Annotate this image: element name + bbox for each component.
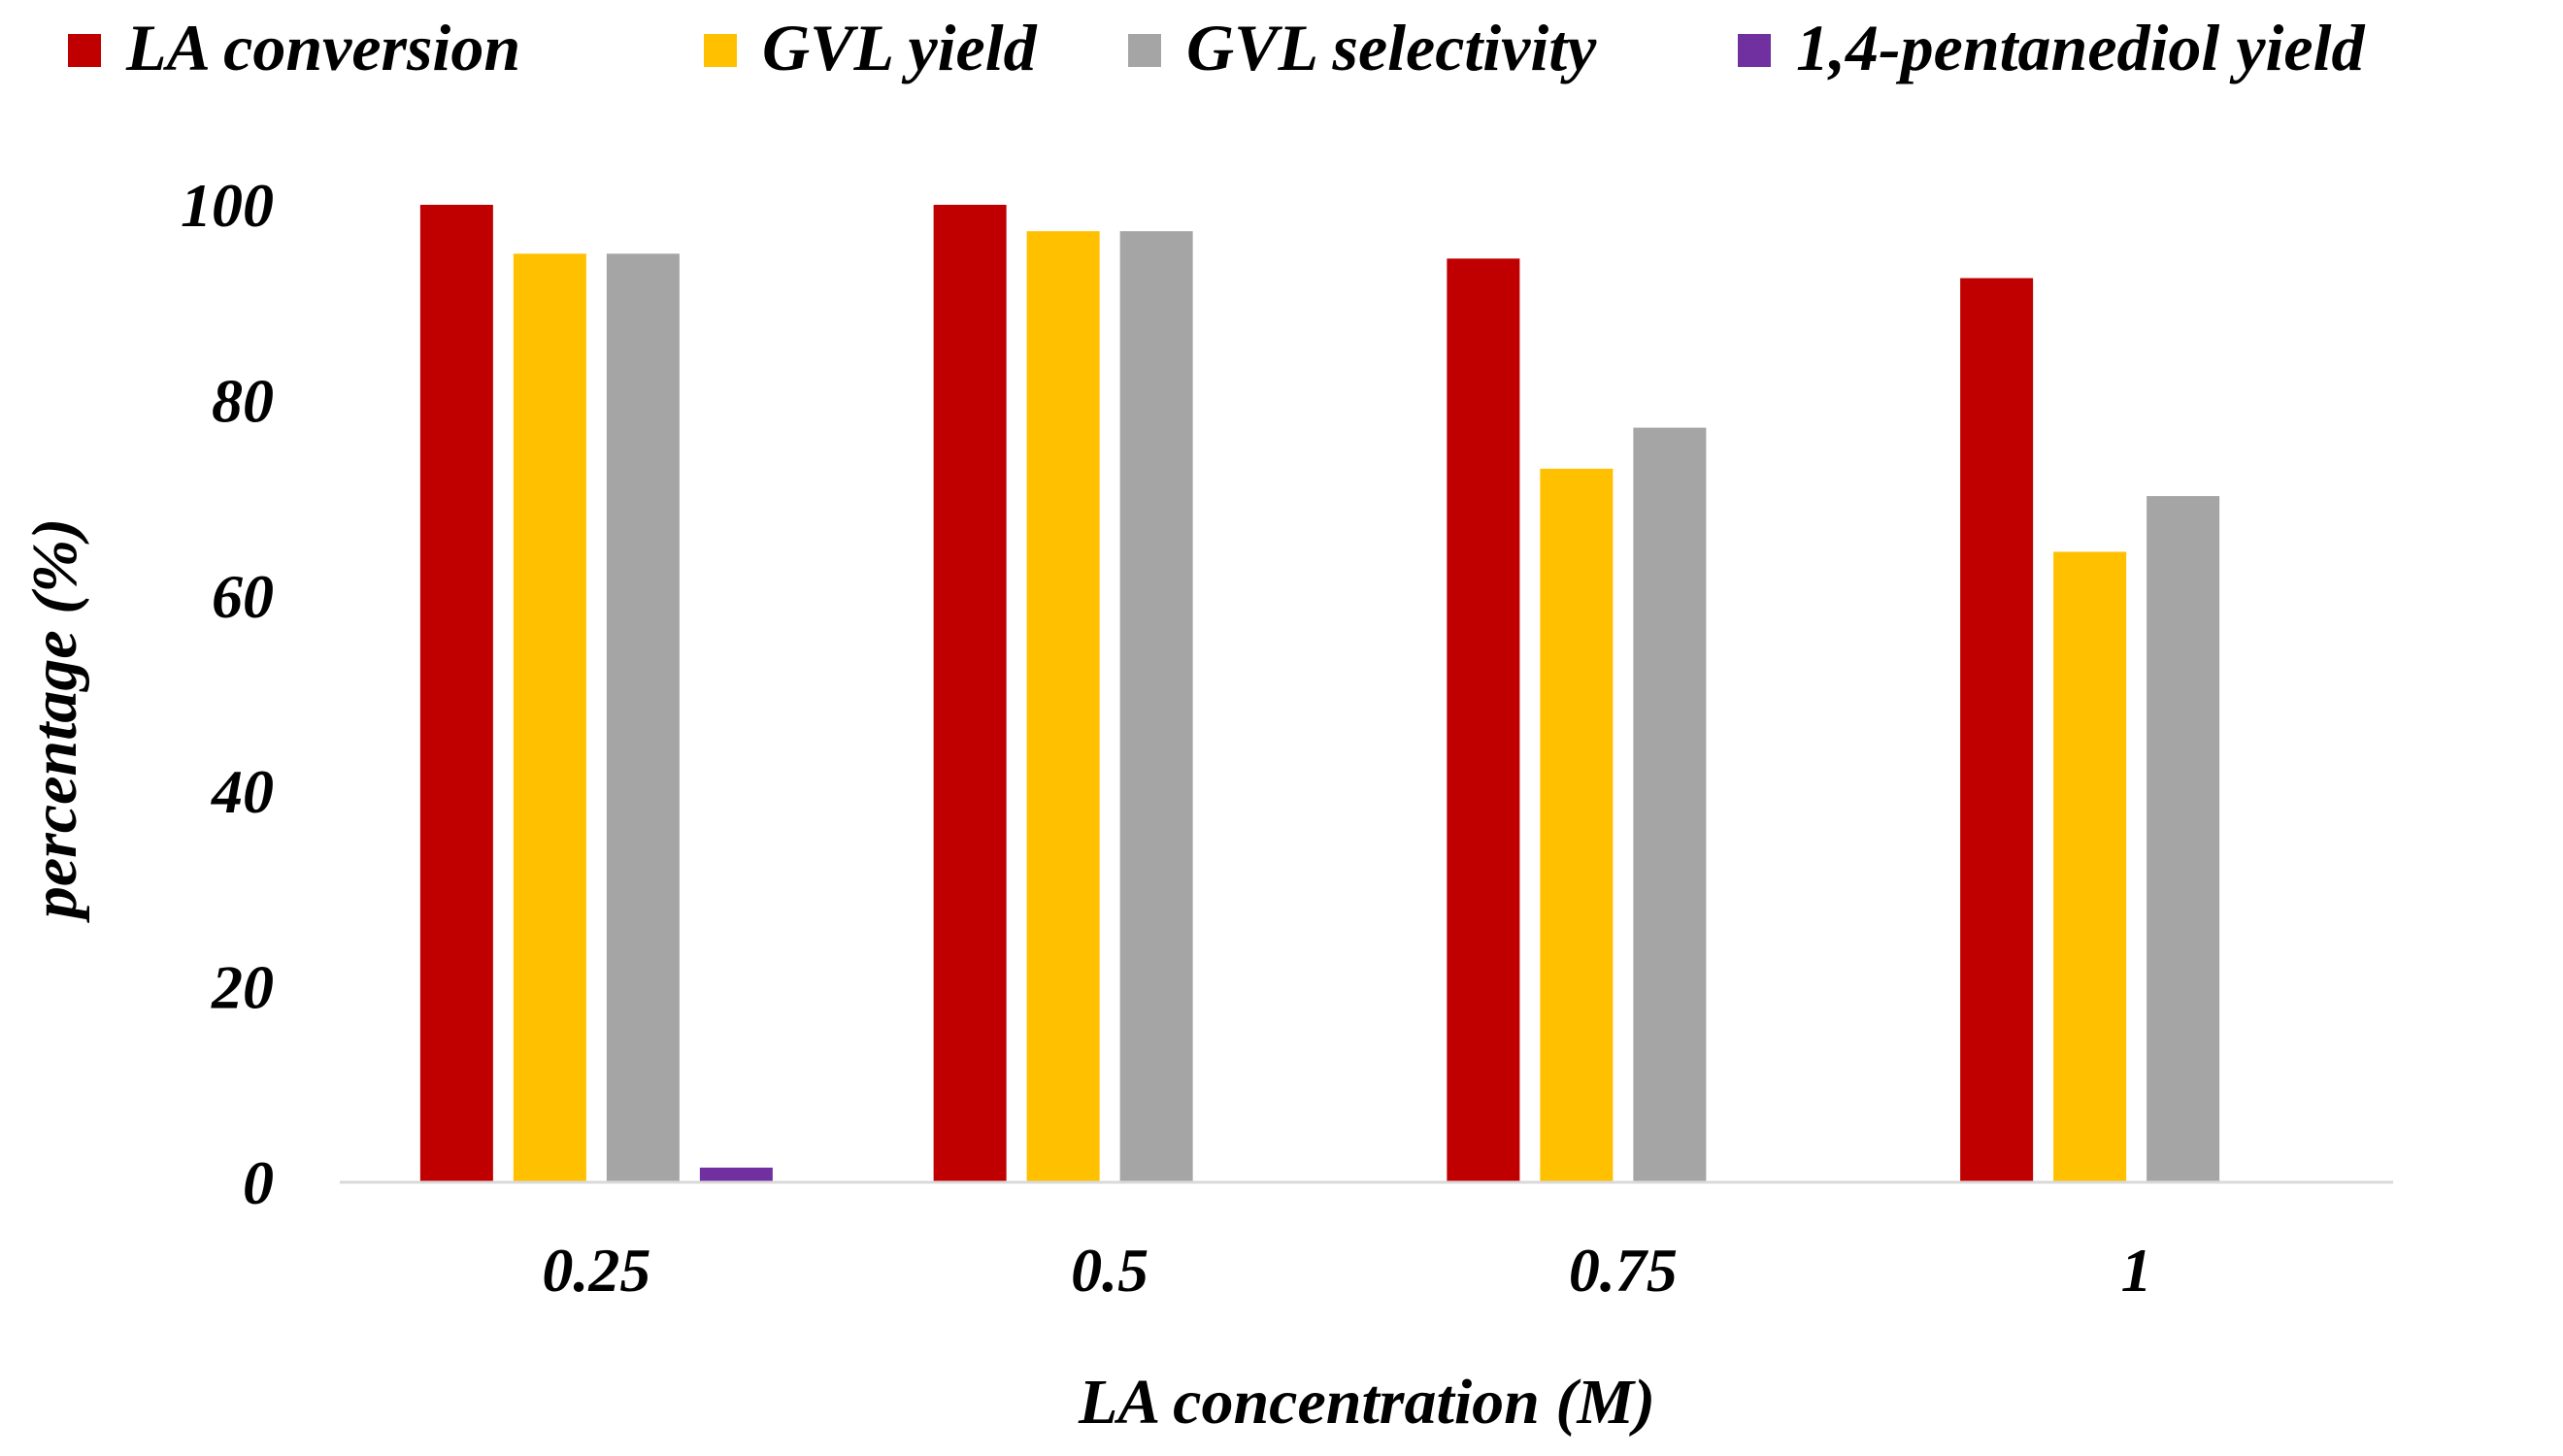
legend-label: 1,4-pentanediol yield [1796,11,2365,84]
bar-gvl-yield-1 [2053,551,2127,1182]
legend-swatch [704,34,737,67]
y-tick-label: 100 [181,171,274,240]
bar-la-conversion-0.25 [419,205,493,1182]
y-axis-ticks: 0 20 40 60 80 100 [181,171,274,1217]
x-axis-title: LA concentration (M) [1078,1367,1655,1438]
bar-gvl-selectivity-0.5 [1119,231,1193,1183]
legend-label: LA conversion [125,11,520,84]
y-tick-label: 80 [212,366,274,435]
y-tick-label: 40 [211,757,274,826]
legend-swatch [68,34,101,67]
bar-1-4-pentanediol-yield-0.25 [699,1167,773,1182]
x-tick-label: 1 [2121,1236,2152,1305]
bar-gvl-yield-0.25 [513,253,586,1183]
bar-la-conversion-0.5 [933,205,1007,1182]
x-axis-ticks: 0.25 0.5 0.75 1 [542,1236,2151,1305]
bar-gvl-selectivity-0.25 [606,253,680,1183]
y-axis-title: percentage (%) [19,518,90,923]
y-tick-label: 0 [243,1148,274,1217]
y-tick-label: 20 [211,953,274,1022]
legend-label: GVL yield [762,11,1038,84]
legend-swatch [1738,34,1771,67]
legend-label: GVL selectivity [1186,11,1597,84]
x-tick-label: 0.5 [1071,1236,1148,1305]
y-tick-label: 60 [212,562,274,631]
bars [419,205,2220,1183]
bar-gvl-yield-0.5 [1026,231,1100,1183]
bar-gvl-selectivity-1 [2147,496,2220,1182]
x-tick-label: 0.25 [542,1236,650,1305]
bar-la-conversion-0.75 [1447,258,1520,1182]
bar-gvl-selectivity-0.75 [1633,427,1707,1182]
bar-la-conversion-1 [1960,278,2034,1182]
legend: LA conversion GVL yield GVL selectivity 1,4… [68,11,2365,84]
legend-swatch [1128,34,1161,67]
x-tick-label: 0.75 [1569,1236,1678,1305]
bar-gvl-yield-0.75 [1540,468,1614,1182]
